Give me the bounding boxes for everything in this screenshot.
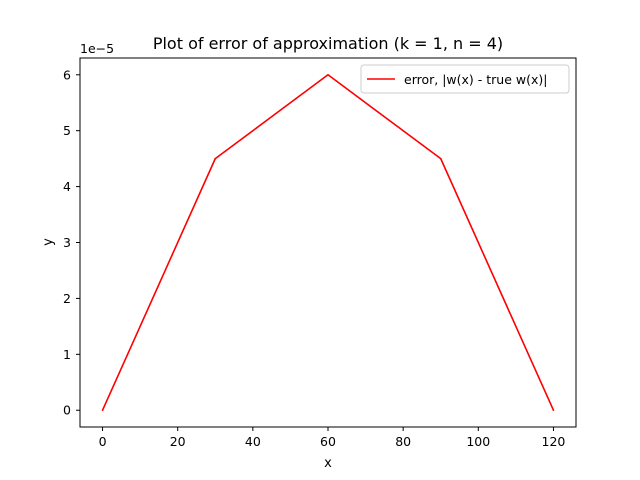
plot-frame: [79, 57, 577, 428]
data-point: [101, 409, 104, 412]
legend-label: error, |w(x) - true w(x)|: [404, 72, 547, 87]
x-tick-label: 100: [466, 434, 490, 449]
data-point: [439, 157, 442, 160]
legend-box: [360, 64, 570, 94]
y-tick-label: 5: [63, 123, 71, 138]
y-tick-label: 1: [63, 347, 71, 362]
y-tick-label: 2: [63, 291, 71, 306]
y-tick-label: 3: [63, 235, 71, 250]
x-axis-label: x: [324, 456, 332, 471]
y-axis-label: y: [41, 238, 56, 246]
legend: error, |w(x) - true w(x)|: [360, 64, 570, 94]
x-tick-label: 20: [170, 434, 186, 449]
y-axis-ticks: 0 1 2 3 4 5 6: [63, 67, 80, 418]
data-point: [552, 409, 555, 412]
series-layer: [101, 73, 555, 412]
y-tick-label: 4: [63, 179, 71, 194]
x-tick-label: 0: [99, 434, 107, 449]
data-point: [327, 73, 329, 76]
plot-area: [80, 58, 576, 427]
x-tick-label: 60: [320, 434, 336, 449]
x-tick-label: 40: [245, 434, 261, 449]
x-tick-label: 80: [395, 434, 411, 449]
chart-title: Plot of error of approximation (k = 1, n…: [153, 34, 503, 53]
data-point: [214, 157, 217, 160]
y-tick-label: 0: [63, 403, 71, 418]
x-axis-ticks: 0 20 40 60 80 100 120: [99, 427, 566, 449]
x-tick-label: 120: [542, 434, 566, 449]
y-tick-label: 6: [63, 67, 71, 82]
y-offset-label: 1e−5: [80, 41, 114, 56]
